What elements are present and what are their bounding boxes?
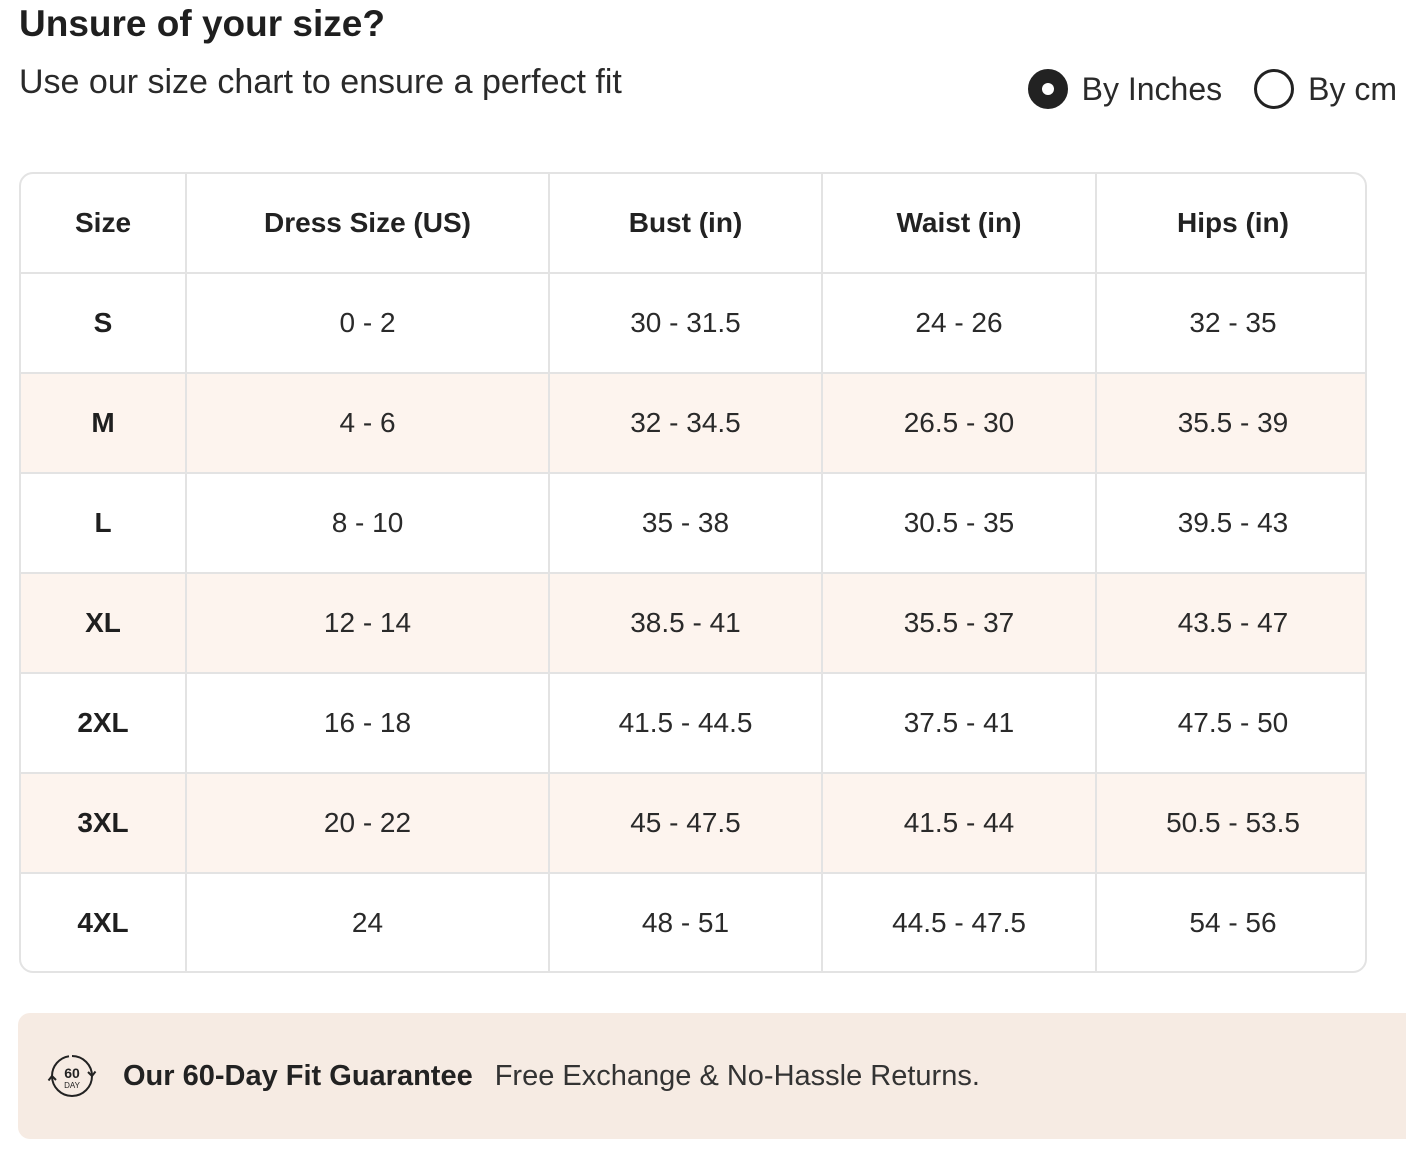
unit-toggle: By Inches By cm xyxy=(1027,66,1397,112)
badge-number: 60 xyxy=(64,1065,80,1081)
size-cell: S xyxy=(21,273,187,374)
waist-cell: 24 - 26 xyxy=(822,273,1097,374)
hips-cell: 43.5 - 47 xyxy=(1096,573,1365,674)
hips-cell: 50.5 - 53.5 xyxy=(1096,773,1365,874)
dress-size-cell: 24 xyxy=(186,873,550,971)
dress-size-cell: 12 - 14 xyxy=(186,573,550,674)
page-title: Unsure of your size? xyxy=(19,3,385,44)
size-table: Size Dress Size (US) Bust (in) Waist (in… xyxy=(21,174,1365,971)
bust-cell: 45 - 47.5 xyxy=(549,773,823,874)
table-header-row: Size Dress Size (US) Bust (in) Waist (in… xyxy=(21,174,1365,274)
hips-cell: 35.5 - 39 xyxy=(1096,373,1365,474)
waist-cell: 41.5 - 44 xyxy=(822,773,1097,874)
radio-unselected-icon[interactable] xyxy=(1254,69,1295,109)
unit-option-label: By Inches xyxy=(1081,70,1223,107)
bust-cell: 41.5 - 44.5 xyxy=(549,673,823,774)
size-cell: M xyxy=(21,373,187,474)
unit-option-cm[interactable]: By cm xyxy=(1254,69,1397,109)
table-row: 3XL 20 - 22 45 - 47.5 41.5 - 44 50.5 - 5… xyxy=(21,773,1365,874)
radio-dot xyxy=(1041,83,1054,95)
size-chart: Size Dress Size (US) Bust (in) Waist (in… xyxy=(19,172,1367,973)
bust-cell: 30 - 31.5 xyxy=(549,273,823,374)
bust-cell: 35 - 38 xyxy=(549,473,823,574)
waist-cell: 35.5 - 37 xyxy=(822,573,1097,674)
column-header: Dress Size (US) xyxy=(186,174,550,274)
dress-size-cell: 16 - 18 xyxy=(186,673,550,774)
size-cell: L xyxy=(21,473,187,574)
column-header: Hips (in) xyxy=(1096,174,1365,274)
column-header: Size xyxy=(21,174,187,274)
column-header: Bust (in) xyxy=(549,174,823,274)
hips-cell: 32 - 35 xyxy=(1096,273,1365,374)
dress-size-cell: 4 - 6 xyxy=(186,373,550,474)
size-cell: 3XL xyxy=(21,773,187,874)
60-day-badge-icon: 60 DAY xyxy=(47,1055,97,1097)
guarantee-text: Free Exchange & No-Hassle Returns. xyxy=(494,1059,980,1092)
bust-cell: 38.5 - 41 xyxy=(549,573,823,674)
waist-cell: 44.5 - 47.5 xyxy=(822,873,1097,971)
page-subtitle: Use our size chart to ensure a perfect f… xyxy=(19,63,622,101)
hips-cell: 47.5 - 50 xyxy=(1096,673,1365,774)
hips-cell: 54 - 56 xyxy=(1189,907,1277,938)
dress-size-cell: 20 - 22 xyxy=(186,773,550,874)
table-row: M 4 - 6 32 - 34.5 26.5 - 30 35.5 - 39 xyxy=(21,373,1365,474)
unit-option-label: By cm xyxy=(1308,70,1397,107)
waist-cell: 30.5 - 35 xyxy=(822,473,1097,574)
bust-cell: 32 - 34.5 xyxy=(549,373,823,474)
table-row: 4XL 24 48 - 51 44.5 - 47.5 54 - 56 xyxy=(21,873,1365,971)
waist-cell: 26.5 - 30 xyxy=(822,373,1097,474)
bust-cell: 48 - 51 xyxy=(549,873,823,971)
hips-cell: 39.5 - 43 xyxy=(1096,473,1365,574)
size-cell: XL xyxy=(21,573,187,674)
table-row: S 0 - 2 30 - 31.5 24 - 26 32 - 35 xyxy=(21,273,1365,374)
size-cell: 4XL xyxy=(21,873,187,971)
badge-unit: DAY xyxy=(64,1081,81,1090)
size-cell: 2XL xyxy=(21,673,187,774)
dress-size-cell: 0 - 2 xyxy=(186,273,550,374)
dress-size-cell: 8 - 10 xyxy=(186,473,550,574)
column-header: Waist (in) xyxy=(822,174,1097,274)
table-row: XL 12 - 14 38.5 - 41 35.5 - 37 43.5 - 47 xyxy=(21,573,1365,674)
guarantee-title: Our 60-Day Fit Guarantee xyxy=(123,1059,473,1092)
table-row: 2XL 16 - 18 41.5 - 44.5 37.5 - 41 47.5 -… xyxy=(21,673,1365,774)
radio-selected-icon[interactable] xyxy=(1027,69,1068,109)
waist-cell: 37.5 - 41 xyxy=(822,673,1097,774)
table-row: L 8 - 10 35 - 38 30.5 - 35 39.5 - 43 xyxy=(21,473,1365,574)
fit-guarantee-banner: 60 DAY Our 60-Day Fit Guarantee Free Exc… xyxy=(18,1013,1406,1139)
unit-option-inches[interactable]: By Inches xyxy=(1027,69,1223,109)
